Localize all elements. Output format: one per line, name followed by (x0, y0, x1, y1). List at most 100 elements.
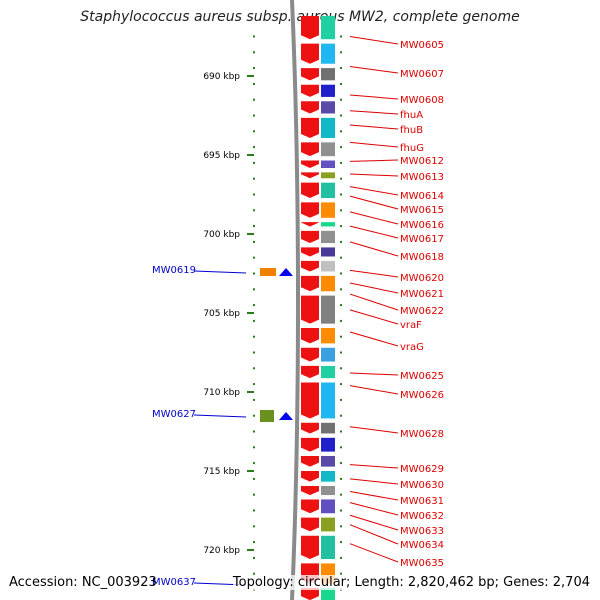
label-leader (349, 225, 399, 239)
gene-arrow (301, 347, 319, 362)
minor-tick (340, 225, 342, 228)
right-gene-label: MW0625 (400, 371, 444, 382)
minor-tick (340, 98, 342, 101)
right-gene-label: MW0616 (400, 220, 444, 231)
minor-tick-dots (253, 35, 342, 591)
label-leader (349, 36, 399, 45)
gene-color-block (321, 101, 335, 114)
gene-arrow (301, 535, 319, 560)
label-leader (349, 478, 399, 485)
gene-color-block (321, 587, 335, 600)
genome-backbone (290, 0, 300, 600)
right-gene-label: MW0608 (400, 95, 444, 106)
minor-tick (253, 288, 255, 291)
tick-label: 700 kbp (203, 230, 240, 240)
tick-label: 715 kbp (203, 467, 240, 477)
minor-tick (253, 209, 255, 212)
genome-summary: Topology: circular; Length: 2,820,462 bp… (232, 575, 590, 590)
gene-color-block (321, 142, 335, 157)
minor-tick (253, 398, 255, 401)
label-leader (349, 186, 399, 196)
gene-arrow (301, 230, 319, 244)
minor-tick (253, 335, 255, 338)
gene-arrow (301, 422, 319, 434)
label-leader (349, 94, 399, 100)
minor-tick (253, 82, 255, 85)
tick-label: 690 kbp (203, 72, 240, 82)
tick-label: 720 kbp (203, 546, 240, 556)
gene-arrow (301, 182, 319, 199)
gene-arrow (301, 455, 319, 467)
right-gene-label: MW0633 (400, 526, 444, 537)
minor-tick (340, 319, 342, 322)
tick-label: 705 kbp (203, 309, 240, 319)
gene-color-block (321, 499, 335, 514)
minor-tick (340, 177, 342, 180)
label-leader (193, 270, 247, 274)
minor-tick (253, 509, 255, 512)
right-gene-label: MW0618 (400, 252, 444, 263)
gene-color-block (321, 422, 335, 434)
minor-tick (340, 351, 342, 354)
left-gene-labels: MW0619 MW0627 MW0637 (152, 265, 293, 588)
gene-color-block (321, 295, 335, 324)
right-gene-label: MW0620 (400, 273, 444, 284)
minor-tick (340, 509, 342, 512)
left-gene-label: MW0637 (152, 577, 196, 588)
minor-tick (253, 130, 255, 133)
minor-tick (253, 572, 255, 575)
right-gene-label: fhuG (400, 143, 424, 154)
minor-tick (340, 493, 342, 496)
major-tick (247, 154, 254, 156)
gene-color-block (321, 517, 335, 532)
gene-color-block (321, 455, 335, 467)
minor-tick (253, 193, 255, 196)
gene-color-block (321, 43, 335, 64)
gene-arrow (301, 68, 319, 81)
right-gene-label: vraF (400, 320, 422, 331)
minor-tick (340, 304, 342, 307)
minor-tick (340, 335, 342, 338)
gene-color-block (321, 347, 335, 362)
minor-tick (253, 146, 255, 149)
gene-arrow (301, 247, 319, 257)
right-gene-labels: MW0605 MW0607 MW0608 fhuA fhuB fhuG MW0612 MW06… (349, 36, 444, 569)
label-leader (349, 269, 399, 278)
right-gene-label: vraG (400, 342, 424, 353)
major-tick (247, 75, 254, 77)
right-gene-label: fhuA (400, 110, 423, 121)
reverse-gene-arrow (279, 268, 293, 276)
label-leader (349, 502, 399, 516)
minor-tick (340, 114, 342, 117)
gene-color-block (321, 260, 335, 272)
gene-arrow (301, 15, 319, 40)
gene-color-block (321, 328, 335, 344)
label-leader (349, 426, 399, 434)
minor-tick (340, 446, 342, 449)
minor-tick (253, 98, 255, 101)
minor-tick (340, 430, 342, 433)
gene-color-block (321, 230, 335, 244)
label-leader (349, 195, 399, 210)
right-gene-label: MW0631 (400, 496, 444, 507)
label-leader (349, 159, 399, 162)
tick-label: 710 kbp (203, 388, 240, 398)
minor-tick (340, 414, 342, 417)
minor-tick (340, 240, 342, 243)
gene-color-block (321, 382, 335, 419)
label-leader (349, 110, 399, 115)
minor-tick (340, 130, 342, 133)
gene-arrow (301, 517, 319, 532)
right-gene-label: MW0635 (400, 558, 444, 569)
minor-tick (253, 430, 255, 433)
gene-arrow (301, 365, 319, 379)
major-tick (247, 312, 254, 314)
gene-color-block (321, 202, 335, 218)
label-leader (349, 491, 399, 501)
gene-arrow (301, 486, 319, 496)
gene-arrow (301, 295, 319, 324)
minor-tick (253, 462, 255, 465)
right-gene-label: MW0617 (400, 234, 444, 245)
label-leader (349, 293, 399, 311)
label-leader (349, 66, 399, 74)
